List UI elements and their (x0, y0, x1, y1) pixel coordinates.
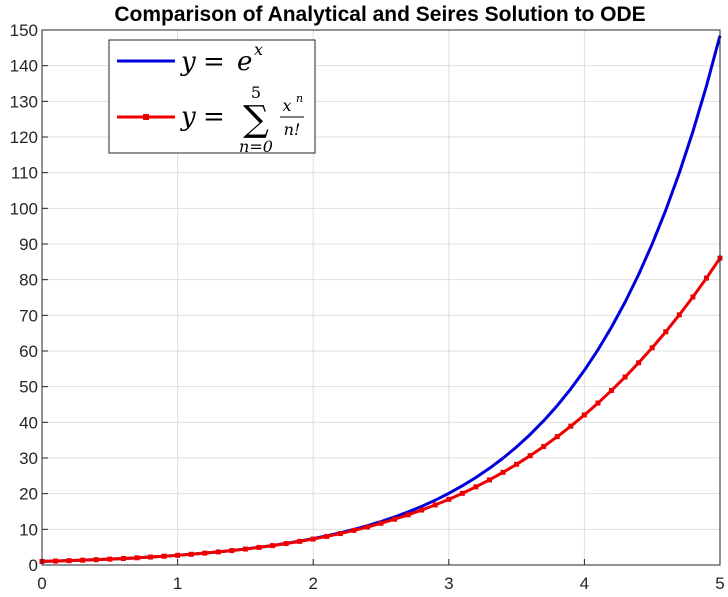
series-taylor-point (486, 477, 492, 483)
series-taylor-point (432, 502, 438, 508)
series-taylor-point (283, 541, 289, 547)
legend-box (108, 39, 316, 154)
legend-entry-series[interactable]: y = 5 ∑ n=0 x n n! (117, 83, 304, 156)
legend-sum-numerator: x (282, 96, 291, 115)
series-taylor-point (147, 554, 153, 560)
series-taylor-point (459, 490, 465, 496)
series-taylor-point (80, 557, 86, 563)
series-taylor-point (324, 533, 330, 539)
series-taylor-point (120, 556, 126, 562)
x-tick-label: 0 (37, 574, 46, 593)
x-tick-label: 4 (580, 574, 589, 593)
y-tick-label: 150 (10, 21, 38, 40)
y-tick-label: 10 (19, 520, 38, 539)
series-taylor-point (351, 527, 357, 533)
legend-sum-denominator: n! (284, 120, 301, 139)
legend-sum-equals: = (203, 102, 225, 132)
series-taylor-point (107, 556, 113, 562)
legend-sum-numerator-exponent: n (296, 92, 303, 105)
y-tick-label: 130 (10, 92, 38, 111)
series-taylor-point (690, 294, 696, 300)
series-taylor-point (242, 546, 248, 552)
y-tick-label: 60 (19, 342, 38, 361)
series-taylor-point (270, 543, 276, 549)
chart-title: Comparison of Analytical and Seires Solu… (114, 3, 645, 26)
series-taylor-point (405, 512, 411, 518)
x-axis-ticks: 0 1 2 3 4 5 (37, 559, 725, 593)
series-taylor-point (609, 387, 615, 393)
x-tick-label: 1 (173, 574, 182, 593)
series-taylor-point (378, 520, 384, 526)
legend-exp-superscript: x (254, 40, 263, 59)
series-taylor-point (93, 557, 99, 563)
legend[interactable]: y = e x y = 5 ∑ n=0 x n n! (108, 39, 316, 156)
sigma-icon: ∑ (243, 99, 269, 140)
legend-sum-upper-limit: 5 (251, 83, 261, 102)
legend-marker-series (143, 114, 149, 120)
series-taylor-point (215, 549, 221, 555)
series-taylor-point (161, 553, 167, 559)
series-taylor-point (649, 345, 655, 351)
x-tick-label: 2 (308, 574, 317, 593)
series-taylor-point (392, 516, 398, 522)
x-tick-label: 3 (444, 574, 453, 593)
y-tick-label: 120 (10, 128, 38, 147)
series-taylor-point (541, 443, 547, 449)
y-tick-label: 80 (19, 271, 38, 290)
series-taylor-point (581, 412, 587, 418)
series-taylor-point (53, 558, 59, 564)
series-taylor-point (446, 496, 452, 502)
series-taylor-point (663, 329, 669, 335)
series-taylor-point (310, 536, 316, 542)
series-taylor-point (527, 453, 533, 459)
y-tick-label: 90 (19, 235, 38, 254)
series-taylor-point (188, 551, 194, 557)
legend-exp-equals: = (203, 47, 225, 77)
y-tick-label: 20 (19, 485, 38, 504)
series-taylor-point (175, 552, 181, 558)
y-tick-label: 0 (29, 556, 38, 575)
series-taylor-point (514, 461, 520, 467)
series-taylor-point (229, 548, 235, 554)
y-tick-label: 50 (19, 378, 38, 397)
series-taylor-point (500, 469, 506, 475)
legend-entry-exponential[interactable]: y = e x (117, 40, 263, 77)
y-tick-label: 110 (11, 164, 38, 183)
series-taylor-point (256, 544, 262, 550)
y-axis-ticks: 0 10 20 30 40 50 60 70 80 90 100 110 120 130 140 150 (10, 21, 48, 575)
x-tick-label: 5 (715, 574, 724, 593)
legend-exp-lhs: y (180, 47, 196, 77)
series-layer (39, 35, 723, 564)
series-taylor-point (337, 531, 343, 537)
series-taylor-point (297, 538, 303, 544)
series-taylor-point (703, 275, 709, 281)
series-taylor-point (568, 423, 574, 429)
y-tick-label: 140 (10, 57, 38, 76)
plot-area-border (41, 29, 721, 566)
legend-exp-base: e (237, 47, 252, 77)
legend-sum-lhs: y (180, 102, 196, 132)
series-taylor-point (622, 374, 628, 380)
series-taylor-point (202, 550, 208, 556)
series-taylor-point (676, 312, 682, 318)
series-taylor-point (595, 400, 601, 406)
y-tick-label: 30 (19, 449, 38, 468)
y-tick-label: 70 (19, 306, 38, 325)
series-taylor-point (473, 484, 479, 490)
series-taylor-point (364, 524, 370, 530)
series-taylor-line (41, 257, 722, 563)
series-taylor-point (636, 360, 642, 366)
series-taylor-point (554, 434, 560, 440)
y-tick-label: 100 (10, 199, 38, 218)
series-taylor-point (419, 507, 425, 513)
series-taylor-point (66, 558, 72, 564)
series-taylor-point (134, 555, 140, 561)
legend-sum-lower-limit: n=0 (239, 137, 273, 156)
y-tick-label: 40 (19, 413, 38, 432)
